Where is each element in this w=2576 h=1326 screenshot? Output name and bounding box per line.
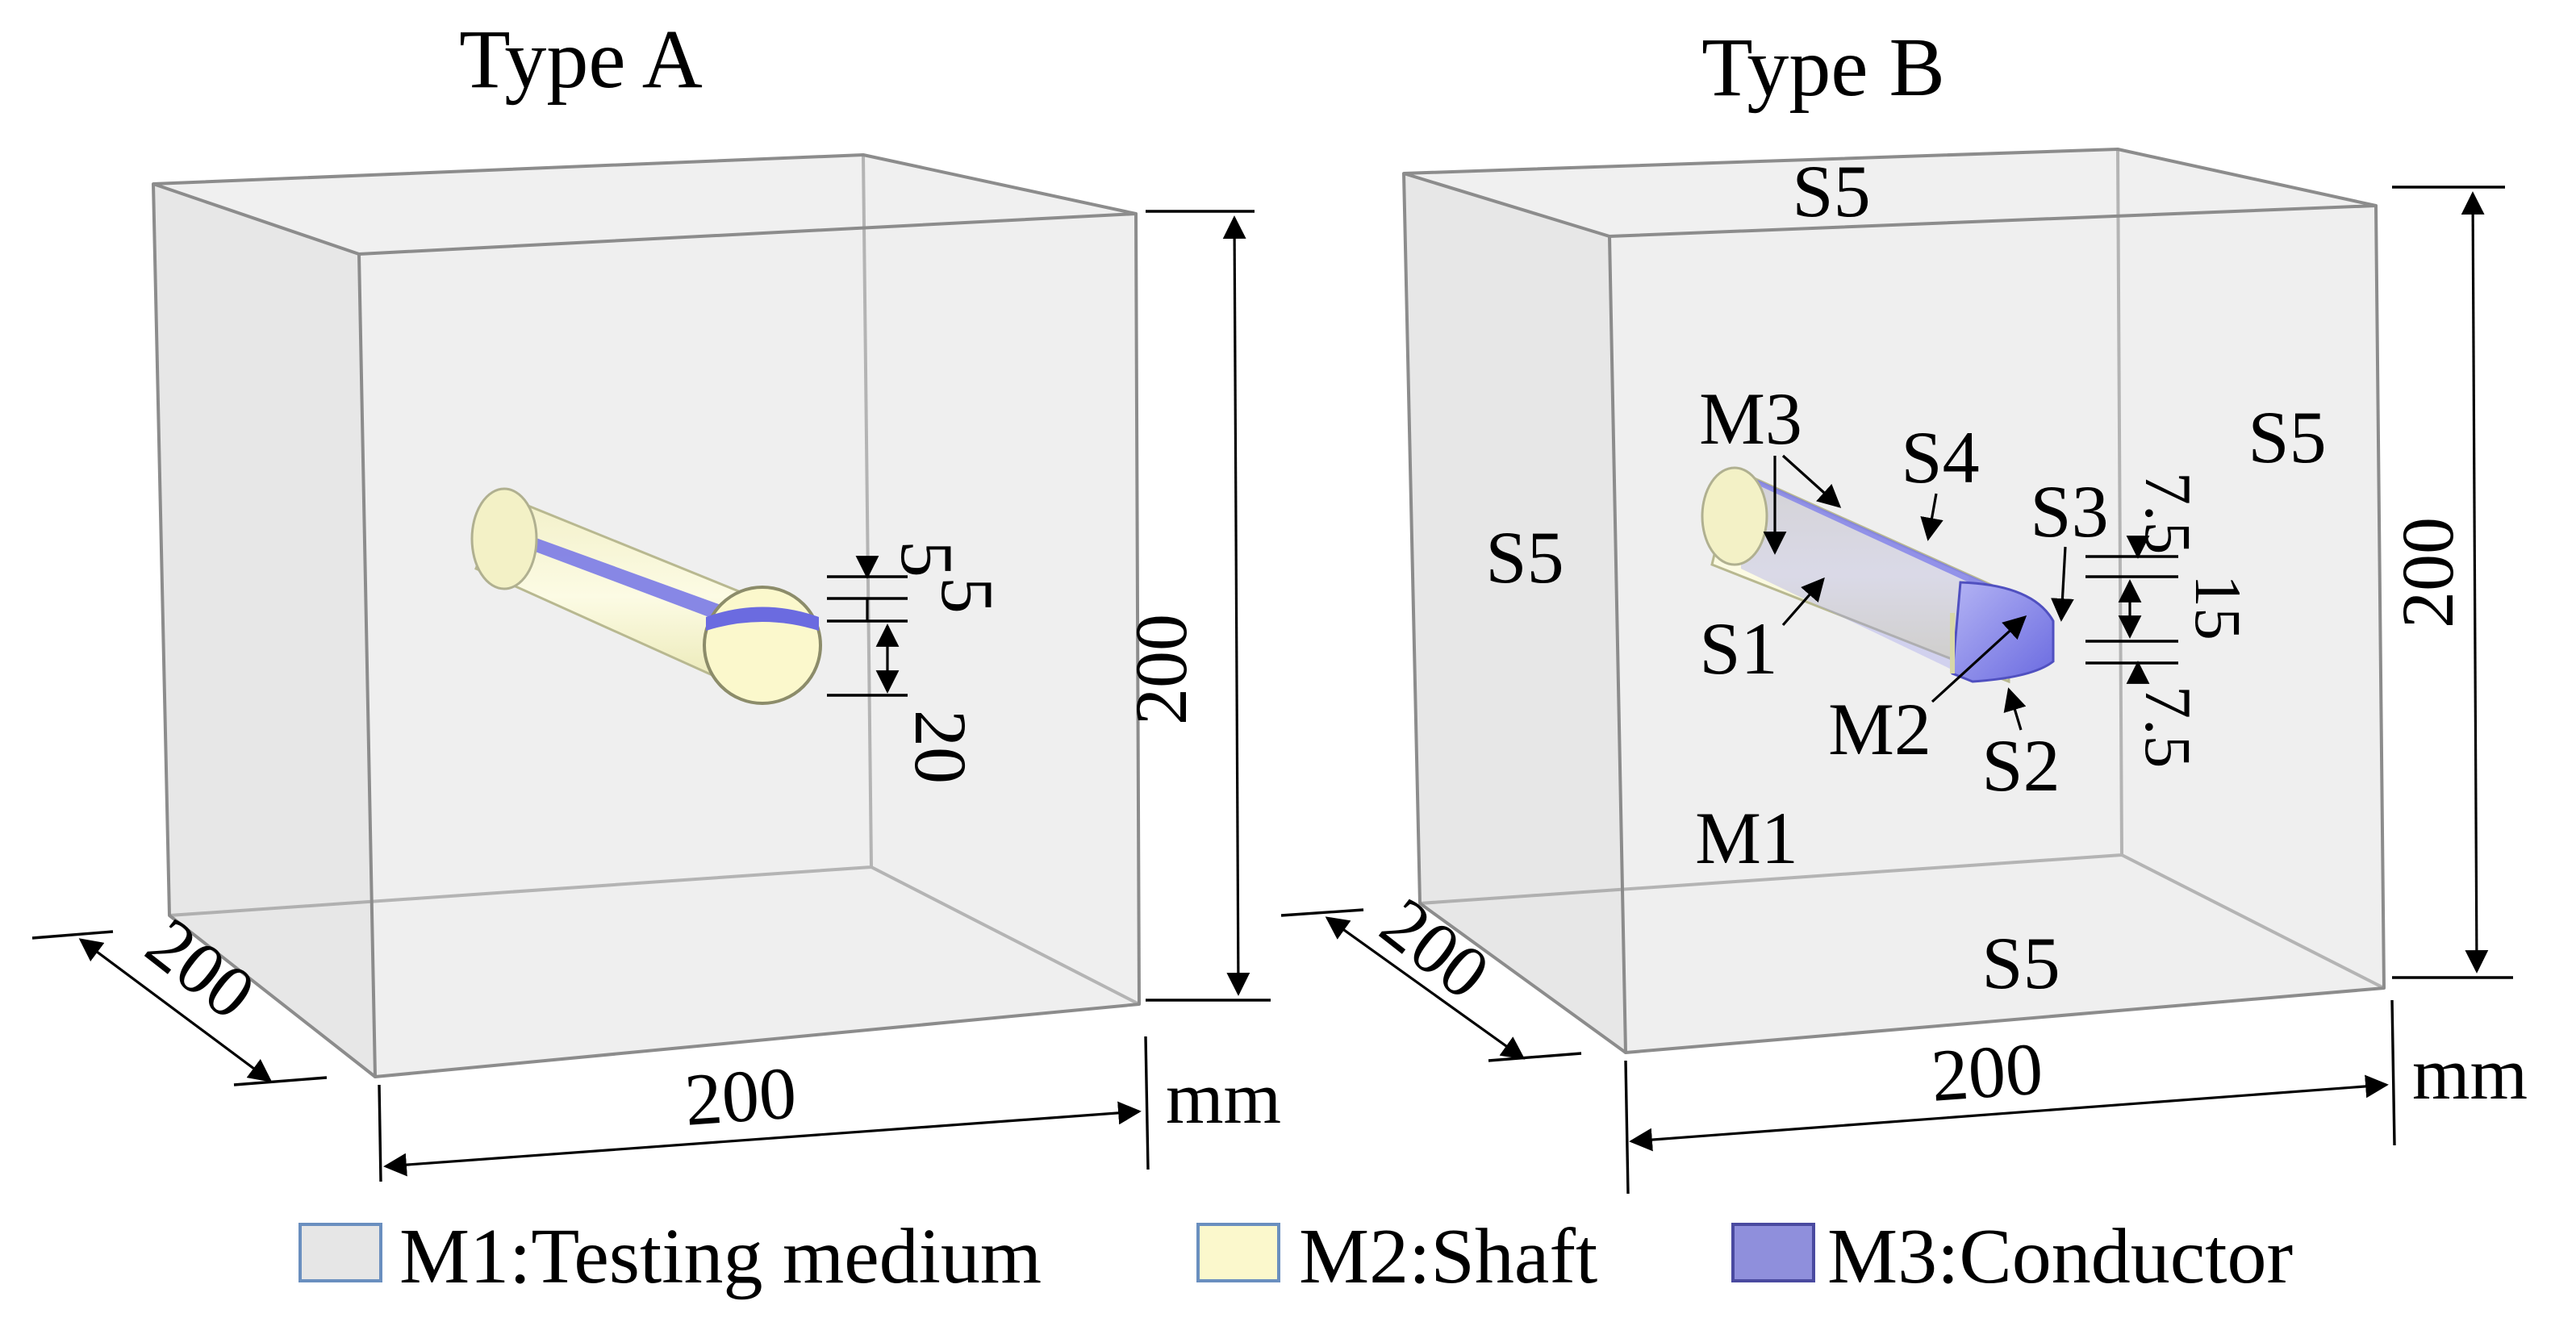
label-s5-left: S5 [1485,516,1564,598]
legend: M1:Testing medium M2:Shaft M3:Conductor [299,1213,2293,1300]
unit-a: mm [1166,1057,1281,1139]
dim-a-height-line [1222,215,1250,996]
dim-height-b: 200 [2386,186,2513,979]
tick-a-s-1 [31,930,114,940]
shaft-b-far-end [1701,466,1768,566]
dim-b-height-label: 200 [2386,517,2469,628]
cube-b-left-face [1404,173,1626,1053]
legend-item-m3: M3:Conductor [1731,1213,2293,1300]
conductor-b-body [1741,476,1969,678]
leader-s1 [1781,577,1825,627]
dim-b-side-line [1325,916,1526,1060]
dim-height-a: 200 [1120,210,1271,1002]
label-s5-top: S5 [1792,150,1870,232]
tick-b-s-1 [1280,908,1364,917]
dim-b-height-line [2461,191,2489,974]
shaft-a-far-end [470,487,538,590]
cube-b-hidden-edges [1419,148,2385,990]
shaft-a [470,487,822,705]
cube-a-top-face [153,155,1136,254]
dim-front-b: 200 mm [1624,999,2528,1195]
panel-type-b: Type B S5 S5 S5 S5 M3 S4 [1280,21,2528,1195]
legend-label-m1: M1:Testing medium [399,1213,1042,1300]
legend-swatch-m2 [1196,1223,1280,1282]
tick-a-s-2 [233,1076,328,1086]
tick-b-f-1 [1624,1060,1630,1195]
dim-a-layer-3: 20 [900,710,982,784]
legend-swatch-m3 [1731,1223,1815,1282]
leader-s3 [2051,546,2074,622]
legend-item-m2: M2:Shaft [1196,1213,1597,1300]
tick-a-f-1 [378,1084,382,1182]
legend-item-m1: M1:Testing medium [299,1213,1042,1300]
label-s5-right: S5 [2248,396,2326,478]
leader-m3-1 [1781,454,1842,508]
dim-b-layer-1: 7.5 [2131,472,2205,555]
leader-s4 [1920,493,1943,541]
conductor-b-top [1735,469,2009,595]
dim-front-a: 200 mm [378,1036,1281,1182]
dim-b-layer-3: 7.5 [2131,686,2205,769]
shaft-a-near-end [703,586,822,705]
cube-a-left-face [153,184,375,1077]
dim-b-front-label: 200 [1928,1027,2045,1116]
shaft-b [1701,466,2055,684]
dim-a-height-label: 200 [1120,614,1202,725]
dim-a-layer-2: 5 [926,577,1008,614]
dim-a-front-line [383,1101,1142,1177]
leader-m2 [1931,615,2027,703]
label-s2: S2 [1981,724,2060,807]
unit-b: mm [2412,1032,2528,1115]
labels-b: S5 S5 S5 S5 M3 S4 S3 S1 M2 S2 M1 [1485,150,2326,1004]
cube-a-hidden-edges [169,154,1140,1006]
panel-type-a: Type A 5 5 [31,13,1281,1182]
label-m1: M1 [1695,797,1798,879]
label-s1: S1 [1699,607,1777,690]
dim-a-side-line [78,938,273,1082]
dim-a-layer-1: 5 [886,540,968,578]
panel-a-title: Type A [459,13,703,106]
label-m2: M2 [1828,688,1931,770]
tick-a-f-2 [1144,1036,1150,1170]
leader-s2 [2003,687,2027,731]
label-s5-bottom: S5 [1981,922,2060,1004]
dim-b-layer-2: 15 [2181,574,2255,640]
leaders-b [1763,454,2074,731]
legend-label-m2: M2:Shaft [1299,1213,1597,1300]
dim-b-front-line [1629,1074,2389,1152]
panel-b-title: Type B [1701,21,1945,114]
tick-b-s-2 [1488,1052,1582,1062]
legend-label-m3: M3:Conductor [1827,1213,2293,1300]
label-s4: S4 [1901,416,1979,498]
cube-a-front-edges [357,213,1141,1078]
legend-swatch-m1 [299,1223,382,1282]
cube-b-front-edges [1608,205,2386,1054]
label-m3: M3 [1699,377,1802,460]
dims-layers-a: 5 5 20 [827,540,1008,784]
conductor-a-strip [476,516,762,637]
dims-layers-b: 7.5 15 7.5 [2085,472,2255,769]
dim-a-front-label: 200 [682,1051,799,1140]
tick-b-f-2 [2390,999,2396,1146]
conductor-a-end [706,607,819,631]
label-s3: S3 [2030,470,2108,552]
